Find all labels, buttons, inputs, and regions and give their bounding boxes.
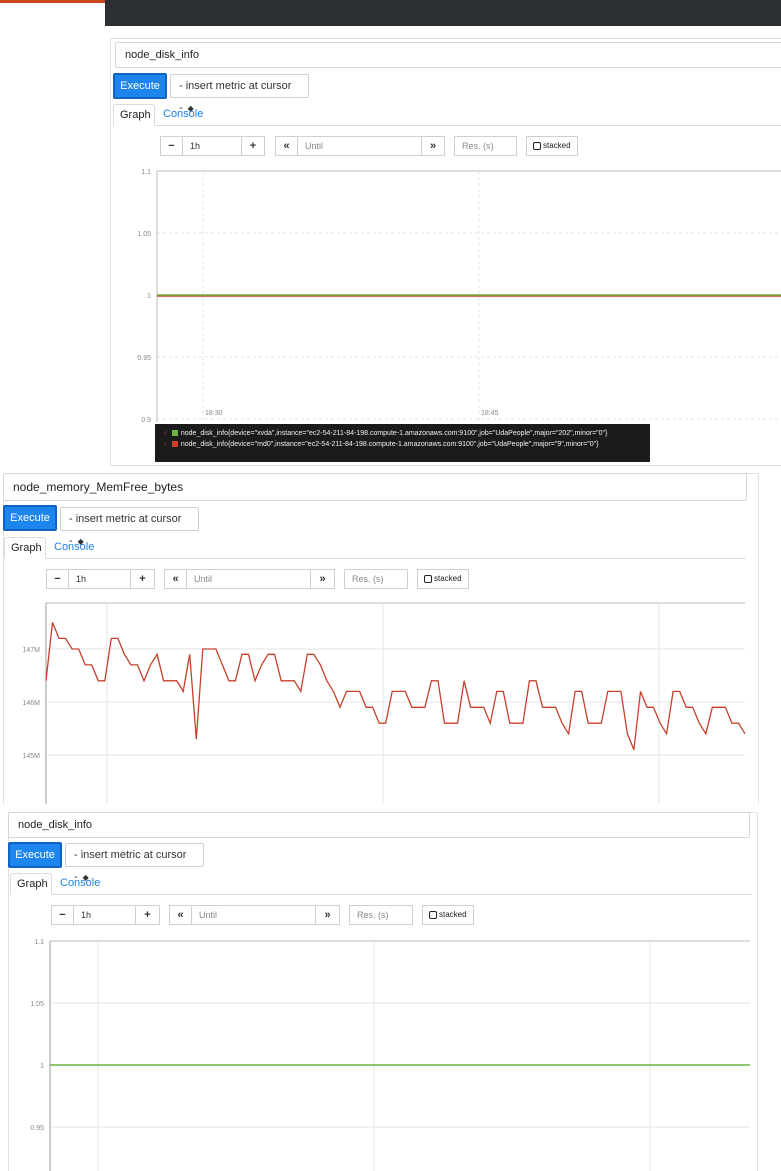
tab-divider xyxy=(155,125,781,126)
until-input[interactable]: Until xyxy=(186,569,311,589)
execute-button[interactable]: Execute xyxy=(113,73,167,99)
insert-metric-select[interactable]: - insert metric at cursor - ◆ xyxy=(60,507,199,547)
stacked-label: stacked xyxy=(543,141,571,150)
select-caret-icon: ◆ xyxy=(77,537,84,546)
legend-label: node_disk_info{device="md0",instance="ec… xyxy=(180,441,599,448)
range-increase-button[interactable]: + xyxy=(130,569,155,589)
stacked-toggle[interactable]: stacked xyxy=(422,905,474,925)
stacked-checkbox-icon xyxy=(424,575,432,583)
execute-button[interactable]: Execute xyxy=(3,505,57,531)
stacked-toggle[interactable]: stacked xyxy=(417,569,469,589)
range-input[interactable]: 1h xyxy=(182,136,242,156)
range-decrease-button[interactable]: − xyxy=(46,569,69,589)
gridlines xyxy=(45,602,745,804)
graph-area: 147M 146M 145M xyxy=(22,602,746,804)
y-tick-label: 1 xyxy=(40,1063,44,1070)
end-time-back-button[interactable]: « xyxy=(169,905,192,925)
legend-item[interactable]: ✓ node_disk_info{device="md0",instance="e… xyxy=(163,439,642,450)
tab-graph[interactable]: Graph xyxy=(4,537,46,559)
y-tick-label: 0.95 xyxy=(137,355,151,362)
gridlines xyxy=(49,940,750,1171)
stacked-toggle[interactable]: stacked xyxy=(526,136,578,156)
insert-metric-label: - insert metric at cursor - xyxy=(74,849,187,883)
panel-frame xyxy=(110,38,781,466)
navbar xyxy=(105,0,781,26)
y-tick-label: 1.1 xyxy=(34,939,44,946)
y-tick-label: 1.1 xyxy=(141,169,151,176)
end-time-forward-button[interactable]: » xyxy=(310,569,335,589)
legend-label: node_disk_info{device="xvda",instance="e… xyxy=(180,430,608,437)
color-swatch-red xyxy=(171,441,178,447)
resolution-input[interactable]: Res. (s) xyxy=(344,569,408,589)
color-swatch-green xyxy=(171,430,178,436)
range-increase-button[interactable]: + xyxy=(135,905,160,925)
end-time-back-button[interactable]: « xyxy=(275,136,298,156)
end-time-back-button[interactable]: « xyxy=(164,569,187,589)
range-input[interactable]: 1h xyxy=(68,569,131,589)
query-panel-3: node_disk_info Execute - insert metric a… xyxy=(0,804,762,1171)
y-tick-label: 1.05 xyxy=(137,231,151,238)
insert-metric-select[interactable]: - insert metric at cursor - ◆ xyxy=(170,74,309,114)
expression-input[interactable]: node_disk_info xyxy=(8,812,750,838)
select-caret-icon: ◆ xyxy=(187,104,194,113)
query-panel-2: node_memory_MemFree_bytes Execute - inse… xyxy=(0,470,760,804)
expression-input[interactable]: node_memory_MemFree_bytes xyxy=(3,473,747,501)
gridlines xyxy=(156,170,781,422)
query-panel-1: node_disk_info Execute - insert metric a… xyxy=(105,30,781,468)
check-icon: ✓ xyxy=(163,441,169,448)
legend-item[interactable]: ✓ node_disk_info{device="xvda",instance="… xyxy=(163,428,642,439)
graph-area: 1.1 1.05 1 0.95 0.9 18:30 18:45 xyxy=(137,169,781,424)
range-input[interactable]: 1h xyxy=(73,905,136,925)
series-line-memfree xyxy=(45,622,746,750)
until-input[interactable]: Until xyxy=(297,136,422,156)
until-input[interactable]: Until xyxy=(191,905,316,925)
y-tick-label: 147M xyxy=(22,647,40,654)
y-tick-label: 1.05 xyxy=(30,1001,44,1008)
resolution-input[interactable]: Res. (s) xyxy=(454,136,517,156)
tab-console[interactable]: Console xyxy=(60,877,101,889)
tab-console[interactable]: Console xyxy=(163,108,204,120)
tab-graph[interactable]: Graph xyxy=(113,104,155,126)
expression-input[interactable]: node_disk_info xyxy=(115,42,781,68)
range-decrease-button[interactable]: − xyxy=(160,136,183,156)
stacked-checkbox-icon xyxy=(533,142,541,150)
y-tick-label: 146M xyxy=(22,700,40,707)
x-tick-label: 18:45 xyxy=(481,410,499,417)
insert-metric-label: - insert metric at cursor - xyxy=(179,80,292,114)
y-tick-label: 0.95 xyxy=(30,1125,44,1132)
tab-divider xyxy=(52,894,752,895)
end-time-forward-button[interactable]: » xyxy=(315,905,340,925)
end-time-forward-button[interactable]: » xyxy=(421,136,445,156)
tab-graph[interactable]: Graph xyxy=(10,873,52,895)
range-increase-button[interactable]: + xyxy=(241,136,265,156)
series-legend: ✓ node_disk_info{device="xvda",instance="… xyxy=(155,424,650,462)
tab-console[interactable]: Console xyxy=(54,541,95,553)
y-tick-label: 0.9 xyxy=(141,417,151,424)
y-tick-label: 145M xyxy=(22,753,40,760)
execute-button[interactable]: Execute xyxy=(8,842,62,868)
graph-area: 1.1 1.05 1 0.95 xyxy=(30,939,750,1171)
x-tick-label: 18:30 xyxy=(205,410,223,417)
insert-metric-select[interactable]: - insert metric at cursor - ◆ xyxy=(65,843,204,883)
range-decrease-button[interactable]: − xyxy=(51,905,74,925)
stacked-checkbox-icon xyxy=(429,911,437,919)
stacked-label: stacked xyxy=(434,574,462,583)
tab-divider xyxy=(46,558,746,559)
select-caret-icon: ◆ xyxy=(82,873,89,882)
stacked-label: stacked xyxy=(439,910,467,919)
tab-bar: Graph Console xyxy=(4,537,744,559)
check-icon: ✓ xyxy=(163,430,169,437)
tab-bar: Graph Console xyxy=(113,104,781,126)
tab-bar: Graph Console xyxy=(10,873,750,895)
y-tick-label: 1 xyxy=(147,293,151,300)
insert-metric-label: - insert metric at cursor - xyxy=(69,513,182,547)
resolution-input[interactable]: Res. (s) xyxy=(349,905,413,925)
